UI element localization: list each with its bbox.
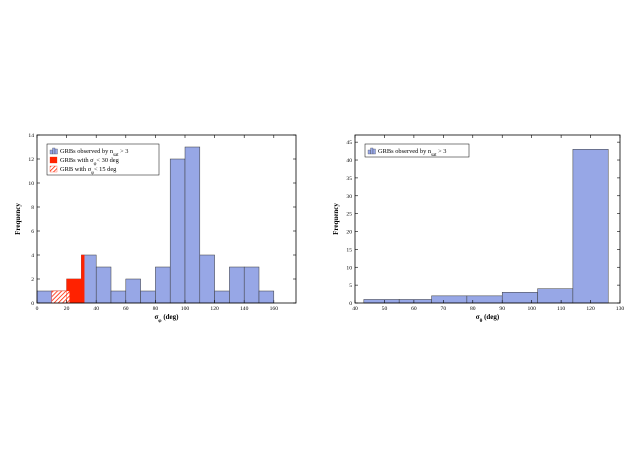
x-tick-label: 60: [123, 306, 129, 312]
y-tick-label: 2: [31, 277, 34, 283]
y-axis-title: Frequency: [14, 203, 22, 235]
hist-bar-0-0-13: [229, 266, 245, 304]
hist-bar-0-2-1: [66, 290, 70, 304]
y-tick-label: 35: [346, 176, 352, 182]
x-tick-label: 40: [352, 306, 358, 312]
legend-swatch-hist: [52, 147, 56, 155]
x-tick-label: 40: [93, 306, 99, 312]
y-tick-label: 4: [31, 253, 34, 259]
hist-bar-0-2-0: [51, 290, 67, 304]
hist-bar-0-0-5: [110, 290, 127, 304]
x-tick-label: 90: [499, 306, 505, 312]
x-tick-label: 160: [270, 306, 279, 312]
x-tick-label: 80: [470, 306, 476, 312]
y-tick-label: 0: [31, 301, 34, 307]
x-tick-label: 0: [36, 306, 39, 312]
y-tick-label: 10: [346, 265, 352, 271]
y-tick-label: 25: [346, 212, 352, 218]
hist-bar-0-0-6: [125, 278, 141, 304]
hist-bar-1-0-3: [466, 295, 503, 304]
hist-bar-1-0-2: [431, 295, 468, 304]
sigma-theta-histogram: 40 50 60 70 80 90 100 110 120 130 0 5 10 15 20 25 30 35 40…: [332, 134, 625, 324]
sigma-phi-histogram: 0 20 40 60 80 100 120 140 160 0 2 4 6 8 10 12 14 σφ (deg)…: [14, 133, 297, 324]
legend-swatch-hist: [370, 147, 374, 155]
x-tick-label: 140: [240, 306, 249, 312]
legend-swatch-solid: [49, 156, 58, 164]
x-tick-label: 20: [64, 306, 70, 312]
y-tick-label: 14: [28, 133, 34, 139]
legend-box: [364, 143, 470, 158]
x-axis-title: σφ (deg): [154, 313, 179, 324]
legend-swatch-hist: [372, 148, 376, 155]
hist-bar-1-0-4: [501, 292, 538, 304]
x-tick-label: 100: [527, 306, 536, 312]
y-tick-label: 30: [346, 194, 352, 200]
hist-bar-1-0-1: [398, 299, 432, 304]
plot-frame: [354, 134, 621, 304]
hist-bar-0-0-0: [36, 290, 53, 304]
hist-bar-1-0-5: [537, 288, 574, 304]
x-tick-label: 120: [586, 306, 595, 312]
legend-entry-label: GRBs with σφ< 30 deg: [60, 157, 120, 167]
hist-bar-0-0-14: [243, 266, 260, 304]
legend-entry-label: GRB with σφ< 15 deg: [60, 166, 117, 176]
legend-swatch-hist: [54, 148, 58, 155]
x-tick-label: 80: [153, 306, 159, 312]
hist-bar-0-0-12: [214, 290, 230, 304]
hist-bar-0-0-15: [258, 290, 275, 304]
x-tick-label: 130: [616, 306, 625, 312]
legend-swatch-hist: [367, 149, 371, 155]
y-tick-label: 5: [349, 283, 352, 289]
y-tick-label: 15: [346, 247, 352, 253]
hist-bar-0-0-4: [95, 266, 112, 304]
hist-bar-0-0-10: [184, 146, 201, 304]
y-tick-label: 20: [346, 230, 352, 236]
legend-entry-label: GRBs observed by nsat > 3: [378, 148, 446, 158]
legend-entry-label: GRBs observed by nsat > 3: [60, 148, 128, 158]
hist-bar-0-0-9: [169, 158, 186, 304]
y-tick-label: 12: [28, 157, 34, 163]
y-tick-label: 45: [346, 140, 352, 146]
hist-bar-1-0-6: [572, 149, 609, 304]
legend-swatch-hist: [49, 149, 53, 155]
hist-bar-0-0-11: [199, 254, 215, 304]
hist-bar-0-0-8: [155, 266, 171, 304]
x-axis-title: σθ (deg): [476, 313, 500, 324]
legend-box: [46, 143, 160, 176]
hist-bar-0-1-2: [81, 254, 85, 304]
legend-swatch-hatch: [49, 165, 58, 173]
y-tick-label: 6: [31, 229, 34, 235]
y-tick-label: 40: [346, 158, 352, 164]
x-tick-label: 70: [441, 306, 447, 312]
y-tick-label: 0: [349, 301, 352, 307]
x-tick-label: 100: [181, 306, 190, 312]
x-tick-label: 110: [557, 306, 565, 312]
x-tick-label: 50: [382, 306, 388, 312]
hist-bar-1-0-0: [363, 299, 400, 304]
plot-frame: [36, 134, 297, 304]
y-tick-label: 10: [28, 181, 34, 187]
y-tick-label: 8: [31, 205, 34, 211]
x-tick-label: 120: [210, 306, 219, 312]
y-axis-title: Frequency: [332, 203, 340, 235]
x-tick-label: 60: [411, 306, 417, 312]
hist-bar-0-0-7: [140, 290, 156, 304]
